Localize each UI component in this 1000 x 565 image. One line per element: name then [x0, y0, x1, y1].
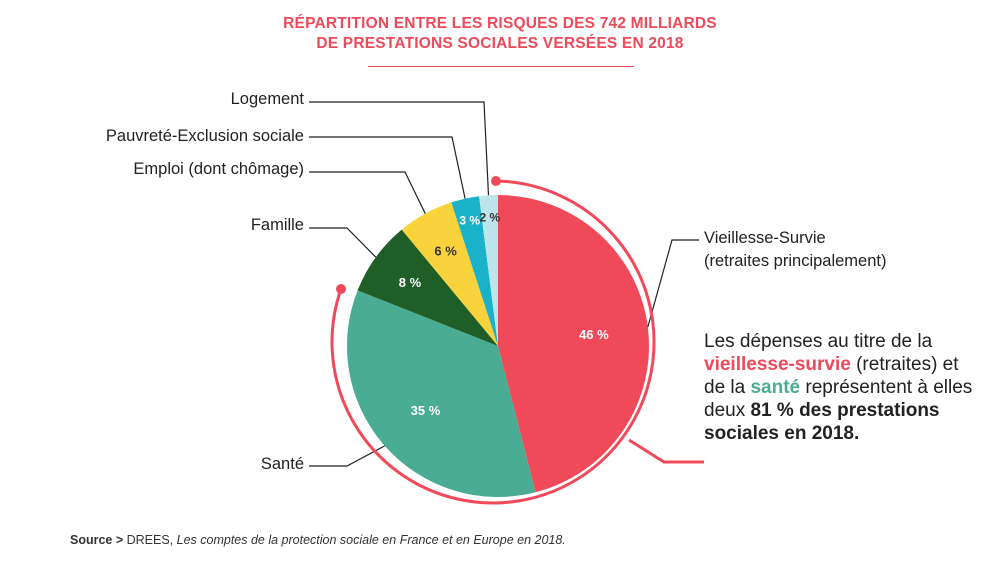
callout-connector — [628, 438, 704, 464]
slice-emploi — [401, 202, 498, 346]
label-logement: Logement — [230, 90, 304, 108]
value-label-emploi: 6 % — [434, 244, 457, 259]
title-line-1: RÉPARTITION ENTRE LES RISQUES DES 742 MI… — [283, 15, 717, 32]
callout-part-1: Les dépenses au titre de la — [704, 331, 933, 352]
arc-end-dot — [491, 176, 501, 186]
highlight-arc — [330, 179, 656, 505]
value-label-sante: 35 % — [411, 403, 441, 418]
chart-title: RÉPARTITION ENTRE LES RISQUES DES 742 MI… — [0, 14, 1000, 54]
leader-line-emploi — [309, 171, 426, 214]
value-label-vieillesse: 46 % — [579, 327, 609, 342]
label-vieillesse: Vieillesse-Survie (retraites principalem… — [704, 227, 886, 273]
arc-start-dot — [336, 284, 346, 294]
leader-line-famille — [309, 227, 377, 258]
leader-line-pauvrete — [309, 136, 466, 199]
source-title: Les comptes de la protection sociale en … — [176, 533, 566, 547]
callout-bold-conclusion: 81 % des prestations sociales en 2018. — [704, 400, 940, 444]
leader-line-logement — [309, 101, 490, 196]
callout-part-3: représentent à elles deux — [704, 377, 973, 421]
slice-sante — [346, 290, 536, 498]
leader-line-sante — [309, 445, 385, 467]
label-emploi: Emploi (dont chômage) — [133, 160, 304, 178]
source-org: DREES, — [126, 533, 177, 547]
leader-lines — [309, 101, 699, 467]
callout-highlight-vieillesse: vieillesse-survie — [704, 354, 851, 375]
value-label-pauvrete: 3 % — [459, 213, 480, 227]
value-labels: 46 % 35 % 8 % 6 % 3 % 2 % — [399, 210, 609, 418]
callout-highlight-sante: santé — [750, 377, 801, 398]
label-pauvrete: Pauvreté-Exclusion sociale — [105, 127, 304, 145]
label-sante: Santé — [260, 455, 304, 473]
callout-part-2: (retraites) et de la — [704, 354, 959, 398]
callout-text: Les dépenses au titre de la vieillesse-s… — [704, 330, 984, 445]
label-vieillesse-line2: (retraites principalement) — [704, 252, 887, 270]
source-prefix: Source > — [70, 533, 127, 547]
label-vieillesse-line1: Vieillesse-Survie — [704, 229, 826, 247]
slice-logement — [479, 195, 498, 346]
title-underline — [368, 66, 634, 67]
source-note: Source > DREES, Les comptes de la protec… — [70, 533, 566, 547]
title-line-2: DE PRESTATIONS SOCIALES VERSÉES EN 2018 — [316, 35, 684, 52]
slice-famille — [357, 229, 498, 346]
value-label-logement: 2 % — [479, 210, 500, 224]
slice-vieillesse — [498, 195, 650, 493]
slice-pauvrete — [451, 196, 498, 346]
pie-slices — [346, 195, 650, 498]
leader-line-vieillesse — [647, 239, 699, 328]
value-label-famille: 8 % — [399, 275, 422, 290]
label-famille: Famille — [250, 216, 304, 234]
